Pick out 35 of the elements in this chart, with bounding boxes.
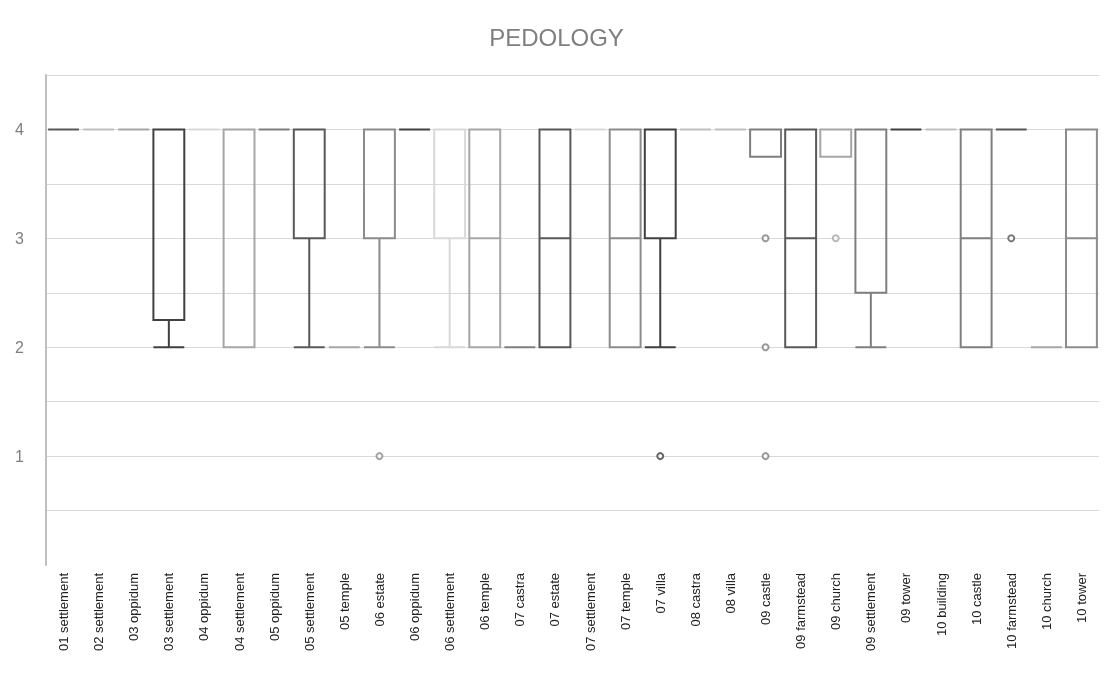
x-tick-label: 09 castle <box>758 573 774 626</box>
y-tick-label: 4 <box>15 120 25 138</box>
x-tick-label: 06 settlement <box>442 572 458 652</box>
x-tick-label: 09 tower <box>898 572 914 623</box>
chart-title: PEDOLOGY <box>489 23 624 51</box>
x-tick-label: 05 oppidum <box>266 573 282 641</box>
y-tick-label: 1 <box>15 447 25 465</box>
x-tick-label: 05 settlement <box>301 572 317 652</box>
y-tick-label: 3 <box>15 229 25 247</box>
x-tick-label: 08 villa <box>722 572 738 614</box>
x-tick-label: 06 estate <box>371 573 387 627</box>
x-tick-label: 03 oppidum <box>126 573 142 641</box>
x-tick-label: 07 castra <box>512 572 528 627</box>
x-tick-label: 09 settlement <box>863 572 879 652</box>
x-tick-label: 05 temple <box>336 573 352 631</box>
x-tick-label: 01 settlement <box>56 572 72 652</box>
x-tick-label: 04 oppidum <box>196 573 212 641</box>
x-tick-label: 03 settlement <box>161 572 177 652</box>
x-tick-label: 10 building <box>933 573 949 636</box>
x-tick-label: 06 temple <box>477 573 493 631</box>
x-tick-label: 09 farmstead <box>793 573 809 649</box>
y-tick-label: 2 <box>15 338 25 356</box>
x-tick-label: 10 church <box>1038 573 1054 631</box>
x-tick-label: 07 temple <box>617 573 633 631</box>
x-tick-label: 09 church <box>828 573 844 631</box>
x-tick-label: 02 settlement <box>91 572 107 652</box>
x-tick-label: 07 estate <box>547 573 563 627</box>
x-tick-label: 07 villa <box>652 572 668 614</box>
x-tick-label: 10 castle <box>968 573 984 626</box>
x-tick-label: 07 settlement <box>582 572 598 652</box>
x-tick-label: 04 settlement <box>231 572 247 652</box>
x-tick-label: 08 castra <box>687 572 703 627</box>
x-tick-label: 10 farmstead <box>1003 573 1019 649</box>
x-tick-label: 10 tower <box>1073 572 1089 623</box>
x-tick-label: 06 oppidum <box>407 573 423 641</box>
